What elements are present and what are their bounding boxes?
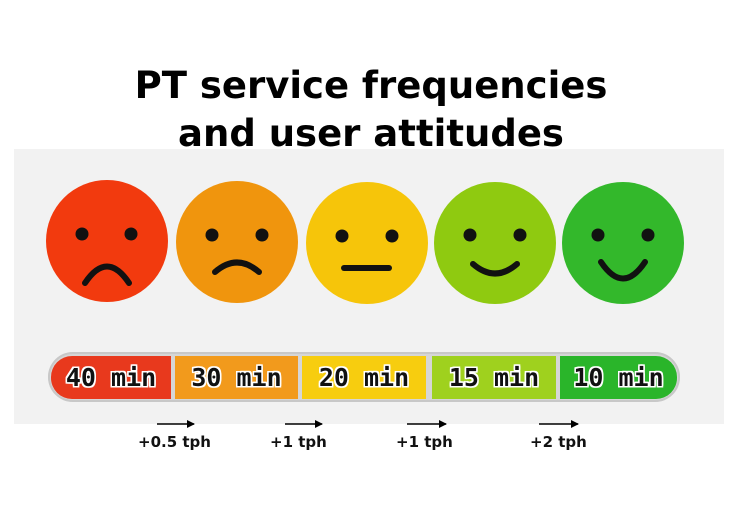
face-4	[562, 182, 684, 304]
face-1	[176, 181, 298, 303]
page-title: PT service frequencies and user attitude…	[0, 62, 742, 158]
increment-label: +1 tph	[396, 433, 453, 451]
neutral-face-icon	[306, 182, 428, 304]
increment-label: +2 tph	[530, 433, 587, 451]
very-happy-face-icon	[562, 182, 684, 304]
happy-face-icon	[434, 182, 556, 304]
increment-label: +0.5 tph	[138, 433, 211, 451]
title-line-1: PT service frequencies	[134, 64, 608, 107]
scale-segment-30-min: 30 min	[175, 356, 298, 399]
scale-label-30-min: 30 min	[191, 363, 282, 392]
scale-label-15-min: 15 min	[448, 363, 540, 392]
scale-segment-40-min: 40 min	[51, 356, 171, 399]
increment-label: +1 tph	[270, 433, 327, 451]
face-2	[306, 182, 428, 304]
face-3	[434, 182, 556, 304]
very-sad-face-icon	[46, 180, 168, 302]
scale-label-10-min: 10 min	[573, 363, 664, 392]
face-0	[46, 180, 168, 302]
title-line-2: and user attitudes	[178, 112, 564, 155]
scale-segment-20-min: 20 min	[302, 356, 426, 399]
scale-segment-10-min: 10 min	[560, 356, 677, 399]
scale-label-40-min: 40 min	[65, 363, 157, 392]
sad-face-icon	[176, 181, 298, 303]
scale-label-20-min: 20 min	[318, 363, 410, 392]
scale-segment-15-min: 15 min	[432, 356, 556, 399]
